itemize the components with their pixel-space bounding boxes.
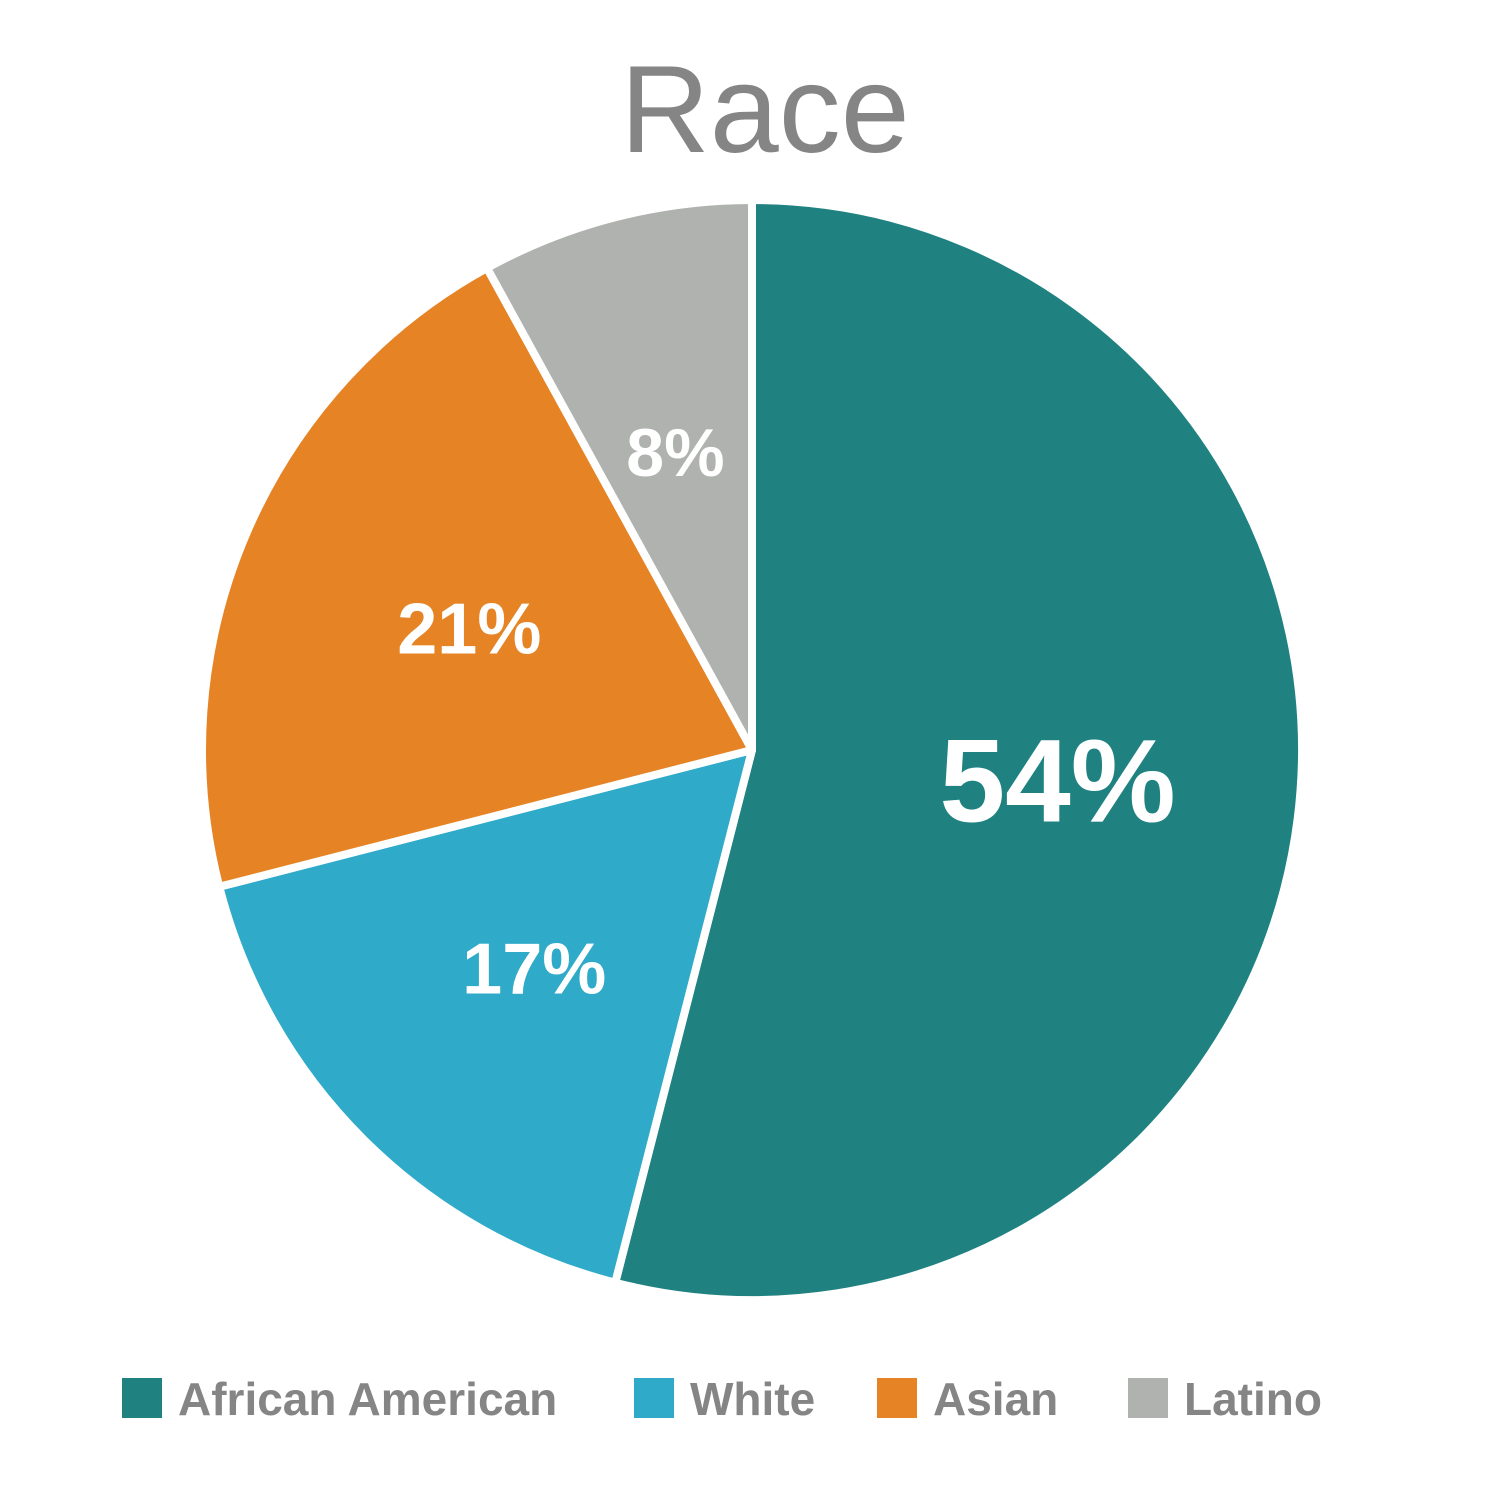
- legend-label: Asian: [933, 1373, 1058, 1425]
- legend-label: African American: [178, 1373, 557, 1425]
- pie-slice-latino: [483, 196, 756, 754]
- data-label: 54%: [939, 716, 1175, 848]
- legend-swatch: [1128, 1378, 1168, 1418]
- data-label: 8%: [626, 415, 724, 491]
- legend-swatch: [634, 1378, 674, 1418]
- legend-label: White: [690, 1373, 815, 1425]
- pie-slice-african-american: [611, 196, 1306, 1304]
- legend-label: Latino: [1184, 1373, 1322, 1425]
- chart-title: Race: [620, 41, 909, 179]
- data-label: 21%: [397, 590, 541, 670]
- pie-slice-asian: [198, 264, 756, 891]
- legend-swatch: [122, 1378, 162, 1418]
- data-label: 17%: [462, 930, 606, 1010]
- legend-swatch: [877, 1378, 917, 1418]
- pie-slice-white: [215, 746, 756, 1287]
